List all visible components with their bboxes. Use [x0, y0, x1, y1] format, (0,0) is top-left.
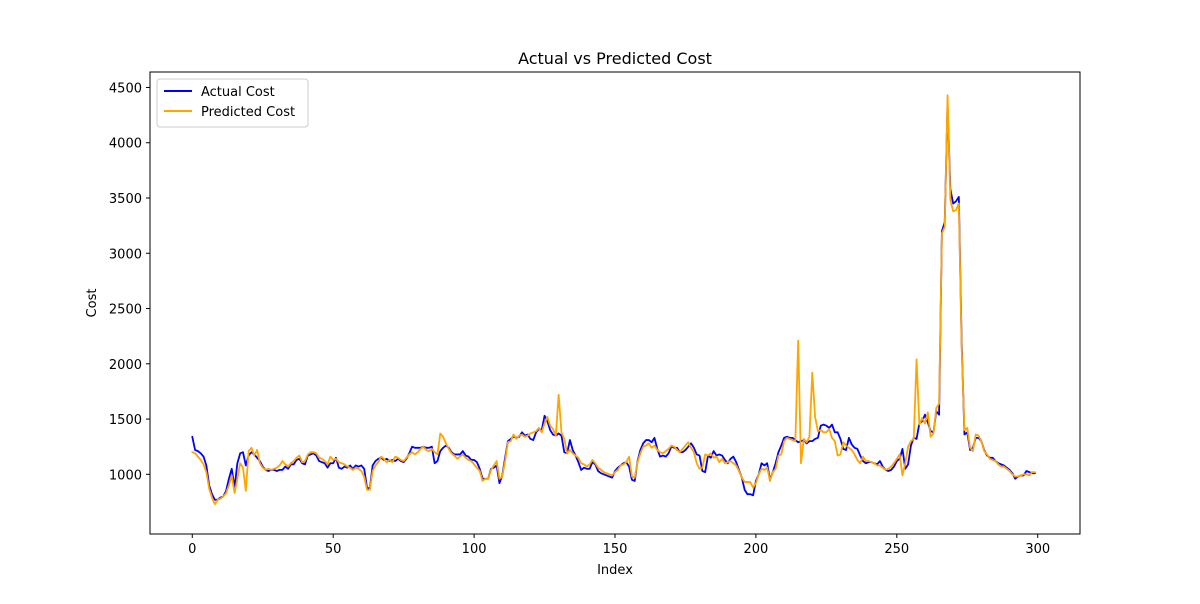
y-tick-label: 4000: [109, 137, 142, 152]
x-tick-label: 150: [603, 542, 628, 557]
legend: Actual Cost Predicted Cost: [156, 78, 309, 128]
x-tick-label: 200: [743, 542, 768, 557]
y-tick-label: 2000: [109, 358, 142, 373]
x-axis: 0 50 100 150 200 250 300: [188, 534, 1050, 557]
legend-box: [156, 78, 309, 128]
plot-area: [150, 72, 1080, 534]
series-layer: [191, 94, 1036, 506]
x-tick-label: 300: [1025, 542, 1050, 557]
x-axis-label: Index: [597, 563, 633, 578]
x-tick-label: 50: [325, 542, 342, 557]
legend-label-actual: Actual Cost: [201, 85, 275, 100]
y-tick-label: 2500: [109, 303, 142, 318]
y-tick-label: 3500: [109, 192, 142, 207]
y-tick-label: 1000: [109, 468, 142, 483]
y-tick-label: 4500: [109, 81, 142, 96]
y-axis: 1000 1500 2000 2500 3000 3500 4000 4500: [109, 81, 150, 483]
y-tick-label: 3000: [109, 247, 142, 262]
chart-title: Actual vs Predicted Cost: [518, 49, 712, 68]
y-axis-label: Cost: [85, 289, 100, 318]
legend-label-predicted: Predicted Cost: [201, 105, 295, 120]
x-tick-label: 0: [188, 542, 196, 557]
predicted-cost-line: [191, 94, 1036, 506]
y-tick-label: 1500: [109, 413, 142, 428]
x-tick-label: 100: [462, 542, 487, 557]
x-tick-label: 250: [884, 542, 909, 557]
